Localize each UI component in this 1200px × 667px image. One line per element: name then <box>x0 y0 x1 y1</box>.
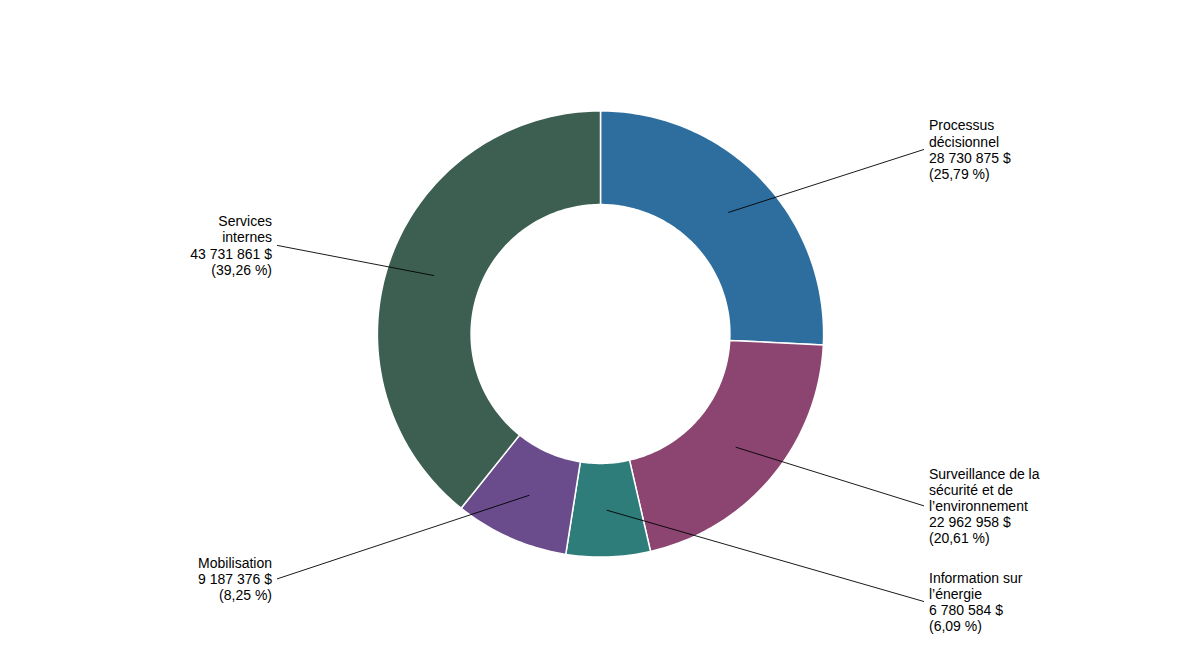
svg-text:Servicesinternes43 731 861 $(3: Servicesinternes43 731 861 $(39,26 %) <box>190 213 272 277</box>
svg-text:Information surl’énergie6 780: Information surl’énergie6 780 584 $(6,09… <box>929 570 1023 634</box>
svg-text:Mobilisation9 187 376 $(8,25 %: Mobilisation9 187 376 $(8,25 %) <box>198 555 272 603</box>
svg-text:Processusdécisionnel28 730 875: Processusdécisionnel28 730 875 $(25,79 %… <box>929 117 1011 181</box>
svg-text:Surveillance de lasécurité et: Surveillance de lasécurité et del’enviro… <box>929 466 1040 546</box>
